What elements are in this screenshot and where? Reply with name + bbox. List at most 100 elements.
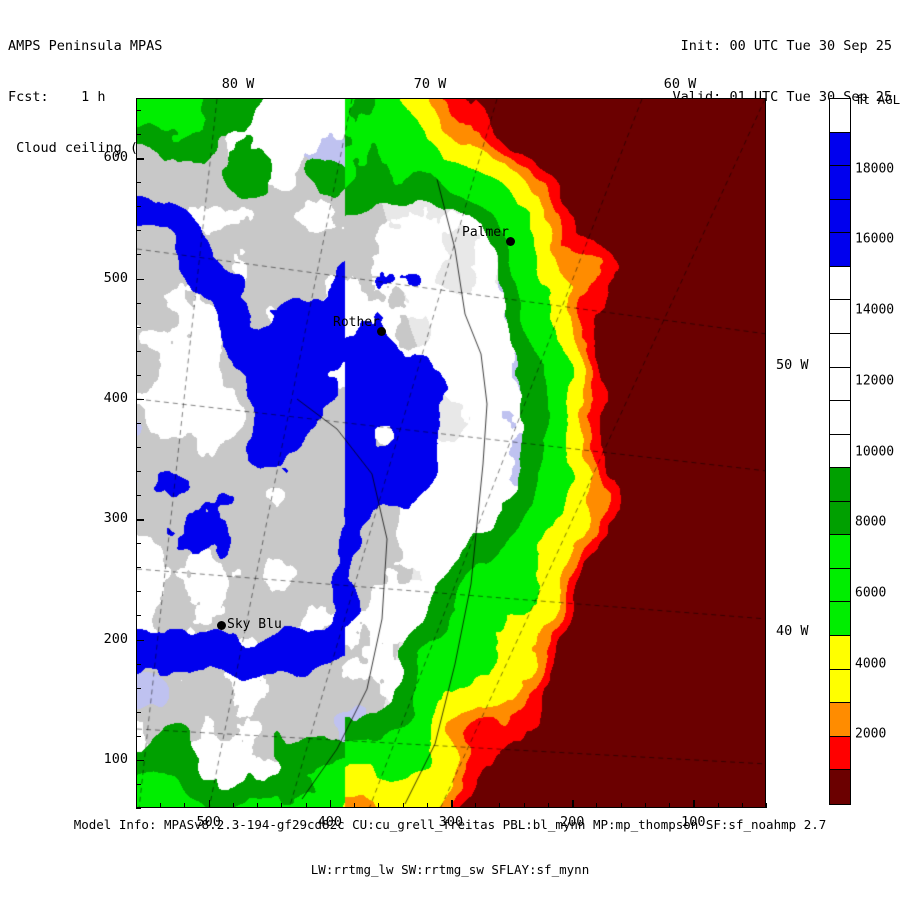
x-minor-tick: [354, 803, 356, 808]
colorbar-segment: [830, 401, 850, 435]
y-minor-tick: [136, 230, 141, 232]
model-title: AMPS Peninsula MPAS: [8, 38, 163, 54]
y-minor-tick: [136, 374, 141, 376]
colorbar-tick-2000: 2000: [855, 726, 887, 742]
y-minor-tick: [136, 615, 141, 617]
station-marker-palmer: [506, 237, 515, 246]
colorbar: [829, 98, 851, 805]
colorbar-tick-12000: 12000: [855, 373, 895, 389]
y-tick: [136, 759, 144, 762]
colorbar-segment: [830, 367, 850, 402]
x-tick-label-200: 200: [559, 814, 585, 830]
x-minor-tick: [669, 803, 671, 808]
station-label-palmer: Palmer: [462, 225, 509, 240]
x-tick-label-300: 300: [438, 814, 464, 830]
y-minor-tick: [136, 182, 141, 184]
y-tick-label-100: 100: [103, 750, 128, 767]
x-tick: [451, 800, 453, 808]
x-minor-tick: [596, 803, 598, 808]
x-tick: [329, 800, 332, 808]
x-minor-tick: [160, 803, 162, 808]
x-minor-tick: [475, 803, 477, 808]
station-marker-sky-blu: [217, 621, 226, 630]
y-tick: [136, 398, 144, 401]
footer: Model Info: MPASv8.2.3-194-gf29cd82c CU:…: [0, 787, 900, 892]
x-minor-tick: [766, 803, 767, 808]
colorbar-segment: [830, 736, 850, 771]
y-tick-label-400: 400: [103, 389, 128, 406]
cloud-ceiling-contour-map: [137, 99, 765, 807]
y-minor-tick: [136, 663, 141, 665]
y-minor-tick: [136, 567, 141, 569]
x-tick-label-400: 400: [317, 814, 343, 830]
colorbar-segment: [830, 703, 850, 737]
lon-label-60W: 60 W: [663, 76, 697, 92]
colorbar-tick-14000: 14000: [855, 302, 895, 318]
lat-label-40W: 40 W: [776, 623, 809, 639]
colorbar-segment: [830, 199, 850, 234]
colorbar-segment: [830, 99, 850, 133]
x-minor-tick: [426, 803, 428, 808]
colorbar-segment: [830, 266, 850, 301]
x-minor-tick: [257, 803, 259, 808]
y-minor-tick: [136, 134, 141, 136]
colorbar-segment: [830, 434, 850, 469]
model-info-line-1: Model Info: MPASv8.2.3-194-gf29cd82c CU:…: [73, 817, 827, 832]
colorbar-segment: [830, 535, 850, 569]
colorbar-segment: [830, 669, 850, 704]
x-minor-tick: [281, 803, 283, 808]
y-minor-tick: [136, 711, 141, 713]
station-marker-rother: [377, 327, 386, 336]
forecast-hour: Fcst: 1 h: [8, 89, 106, 105]
x-tick: [572, 800, 574, 808]
y-minor-tick: [136, 495, 141, 497]
colorbar-tick-6000: 6000: [855, 585, 887, 601]
colorbar-segment: [830, 166, 850, 200]
colorbar-segment: [830, 333, 850, 368]
colorbar-segment: [830, 636, 850, 670]
colorbar-segment: [830, 468, 850, 502]
colorbar-tick-4000: 4000: [855, 656, 887, 672]
x-minor-tick: [644, 803, 646, 808]
colorbar-segment: [830, 568, 850, 603]
y-minor-tick: [136, 471, 141, 473]
y-minor-tick: [136, 302, 141, 304]
x-minor-tick: [232, 803, 234, 808]
x-minor-tick: [378, 803, 380, 808]
y-minor-tick: [136, 350, 141, 352]
colorbar-tick-16000: 16000: [855, 231, 895, 247]
y-minor-tick: [136, 254, 141, 256]
x-minor-tick: [620, 803, 622, 808]
y-minor-tick: [136, 591, 141, 593]
y-tick-label-200: 200: [103, 630, 128, 647]
y-minor-tick: [136, 206, 141, 208]
x-tick-label-500: 500: [196, 814, 221, 830]
x-minor-tick: [547, 803, 549, 808]
y-minor-tick: [136, 808, 141, 809]
y-minor-tick: [136, 735, 141, 737]
x-tick: [208, 800, 211, 808]
station-label-sky-blu: Sky Blu: [227, 617, 282, 632]
y-minor-tick: [136, 687, 141, 689]
x-minor-tick: [136, 803, 137, 808]
colorbar-segment: [830, 770, 850, 804]
x-tick-label-100: 100: [681, 814, 706, 830]
y-minor-tick: [136, 422, 141, 424]
model-info-line-2: LW:rrtmg_lw SW:rrtmg_sw SFLAY:sf_mynn: [310, 862, 590, 877]
y-tick: [136, 519, 144, 521]
colorbar-segment: [830, 132, 850, 167]
colorbar-segment: [830, 233, 850, 267]
colorbar-tick-10000: 10000: [855, 444, 895, 459]
colorbar-unit-label: ft AGL: [855, 92, 900, 107]
colorbar-segment: [830, 602, 850, 636]
init-time: Init: 00 UTC Tue 30 Sep 25: [680, 38, 892, 54]
colorbar-tick-8000: 8000: [855, 514, 887, 530]
x-minor-tick: [717, 803, 719, 808]
lon-label-80W: 80 W: [221, 76, 255, 92]
y-tick-label-300: 300: [103, 510, 128, 527]
colorbar-tick-18000: 18000: [855, 161, 895, 177]
colorbar-segment: [830, 501, 850, 536]
y-minor-tick: [136, 326, 141, 328]
y-tick: [136, 158, 144, 160]
colorbar-segment: [830, 300, 850, 334]
